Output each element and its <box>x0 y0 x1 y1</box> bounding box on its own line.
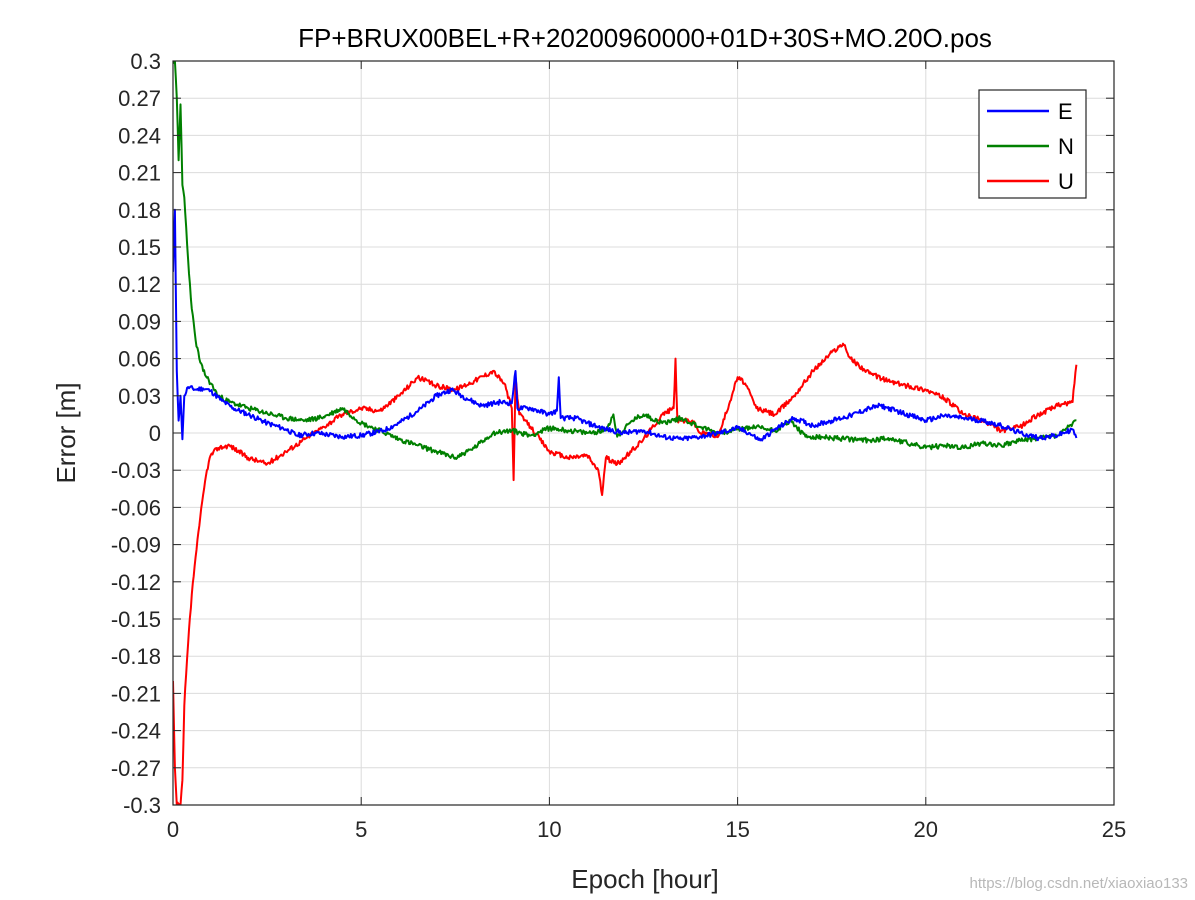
x-tick-label: 10 <box>537 817 561 842</box>
y-tick-label: -0.12 <box>111 570 161 595</box>
y-tick-label: -0.09 <box>111 533 161 558</box>
y-tick-label: 0.12 <box>118 272 161 297</box>
x-tick-label: 25 <box>1102 817 1126 842</box>
y-tick-label: 0.15 <box>118 235 161 260</box>
y-tick-label: -0.15 <box>111 607 161 632</box>
y-tick-label: 0.18 <box>118 198 161 223</box>
series-line-e <box>173 208 1078 442</box>
x-tick-label: 0 <box>167 817 179 842</box>
legend-label-n: N <box>1058 134 1074 159</box>
series-line-n <box>173 61 1077 460</box>
legend: ENU <box>978 89 1087 199</box>
y-tick-label: 0 <box>149 421 161 446</box>
y-tick-label: -0.18 <box>111 644 161 669</box>
tick-labels: 0 5 10 15 20 25 -0.3 -0.27 -0.24 -0.21 -0.18 -0.15 -… <box>111 49 1126 842</box>
y-tick-label: 0.27 <box>118 86 161 111</box>
series-lines <box>173 61 1078 805</box>
y-tick-label: -0.06 <box>111 495 161 520</box>
watermark-text: https://blog.csdn.net/xiaoxiao133 <box>970 875 1188 892</box>
y-axis-label: Error [m] <box>51 382 81 483</box>
y-tick-label: -0.21 <box>111 681 161 706</box>
legend-label-u: U <box>1058 169 1074 194</box>
ticks <box>172 60 1115 806</box>
y-tick-label: 0.06 <box>118 347 161 372</box>
x-axis-label: Epoch [hour] <box>571 864 718 894</box>
y-tick-label: 0.3 <box>130 49 161 74</box>
y-tick-label: 0.09 <box>118 309 161 334</box>
x-tick-label: 15 <box>725 817 749 842</box>
chart-title: FP+BRUX00BEL+R+20200960000+01D+30S+MO.20… <box>298 23 992 53</box>
y-tick-label: -0.03 <box>111 458 161 483</box>
y-tick-label: 0.21 <box>118 161 161 186</box>
x-tick-label: 5 <box>355 817 367 842</box>
series-line-u <box>173 342 1078 805</box>
y-tick-label: -0.24 <box>111 719 161 744</box>
y-tick-label: -0.3 <box>123 793 161 818</box>
x-tick-label: 20 <box>914 817 938 842</box>
y-tick-label: 0.24 <box>118 123 161 148</box>
legend-label-e: E <box>1058 99 1073 124</box>
y-tick-label: 0.03 <box>118 384 161 409</box>
y-tick-label: -0.27 <box>111 756 161 781</box>
